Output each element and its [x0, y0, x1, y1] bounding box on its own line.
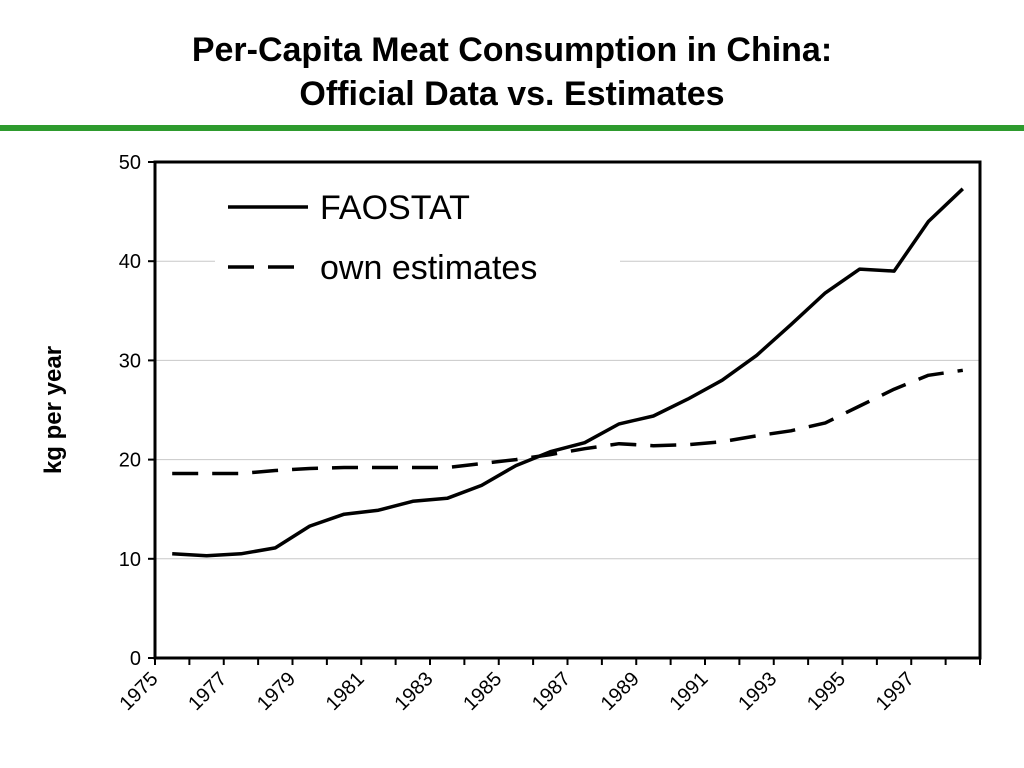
y-axis: 0 10 20 30 40 50 — [119, 152, 155, 670]
series-line-faostat — [172, 187, 965, 558]
title-divider — [0, 125, 1024, 131]
x-tick-label-1985: 1985 — [459, 668, 506, 715]
chart-title: Per-Capita Meat Consumption in China: Of… — [0, 28, 1024, 116]
legend-label-faostat: FAOSTAT — [320, 189, 470, 227]
chart-title-line2: Official Data vs. Estimates — [299, 75, 725, 113]
x-tick-label-1975: 1975 — [116, 668, 163, 715]
grid-lines — [155, 260, 980, 560]
y-tick-label-40: 40 — [119, 251, 141, 273]
legend: FAOSTAT own estimates — [215, 178, 620, 298]
y-tick-label-10: 10 — [119, 549, 141, 571]
x-tick-label-1997: 1997 — [872, 668, 919, 715]
x-tick-label-1991: 1991 — [666, 668, 713, 715]
chart-title-line1: Per-Capita Meat Consumption in China: — [191, 31, 833, 69]
x-tick-label-1981: 1981 — [322, 668, 369, 715]
x-tick-label-1989: 1989 — [597, 668, 644, 715]
x-tick-label-1995: 1995 — [803, 668, 850, 715]
series-line-own-estimates — [172, 368, 964, 476]
x-tick-label-1993: 1993 — [734, 668, 781, 715]
y-tick-label-30: 30 — [119, 350, 141, 372]
y-tick-label-0: 0 — [130, 648, 141, 670]
x-axis: 1975 1977 1979 1981 1983 1985 1987 1989 1991 1993… — [116, 658, 981, 715]
series-lines — [172, 187, 965, 558]
x-tick-label-1987: 1987 — [528, 668, 575, 715]
x-tick-label-1983: 1983 — [391, 668, 438, 715]
y-tick-label-20: 20 — [119, 450, 141, 472]
y-tick-label-50: 50 — [119, 152, 141, 174]
x-tick-label-1977: 1977 — [184, 668, 231, 715]
legend-background — [215, 178, 620, 298]
legend-label-own-estimates: own estimates — [320, 249, 537, 287]
x-tick-label-1979: 1979 — [253, 668, 300, 715]
